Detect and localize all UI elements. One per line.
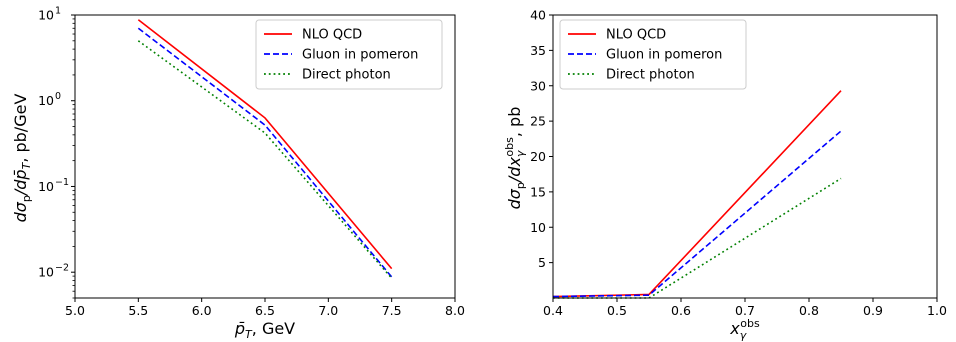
right-y-tick-label: 35 xyxy=(530,43,546,58)
right-y-tick-label: 20 xyxy=(530,149,546,164)
right-x-tick-label: 0.8 xyxy=(799,303,819,318)
right-series-gluon-in-pomeron xyxy=(552,130,842,298)
right-series-nlo-qcd xyxy=(552,90,842,298)
left-x-tick-label: 7.0 xyxy=(318,303,338,318)
left-y-tick-label-exponent: 0 xyxy=(55,91,61,102)
right-x-tick-label: 0.5 xyxy=(607,303,627,318)
left-legend-label-nlo-qcd: NLO QCD xyxy=(302,28,362,43)
right-y-axis-label: dσp/dxγobs, pb xyxy=(503,107,527,210)
right-legend: NLO QCD Gluon in pomeron Direct photon xyxy=(559,19,747,90)
left-legend-label-gluon-in-pomeron: Gluon in pomeron xyxy=(302,48,418,63)
left-series-gluon-in-pomeron xyxy=(137,27,393,278)
right-y-tick-label: 30 xyxy=(530,78,546,93)
right-x-tick-label: 0.4 xyxy=(543,303,563,318)
right-y-tick-label: 5 xyxy=(538,255,546,270)
right-series-direct-photon xyxy=(553,177,842,299)
left-y-tick-label: 10 xyxy=(38,265,54,280)
left-y-tick-label-exponent: −1 xyxy=(55,177,69,188)
left-y-axis-label: dσp/dp̄T, pb/GeV xyxy=(11,94,33,223)
right-chart: 0.4 0.5 0.6 0.7 0.8 0.9 1.0 5 10 15 20 25 30 35 40 xγ… xyxy=(503,8,947,342)
right-x-tick-label: 0.7 xyxy=(735,303,755,318)
left-series-nlo-qcd xyxy=(137,19,393,270)
left-legend-box xyxy=(255,19,443,90)
left-y-tick-label: 10 xyxy=(38,93,54,108)
left-x-tick-label: 8.0 xyxy=(445,303,465,318)
right-y-tick-label: 40 xyxy=(530,8,546,23)
left-y-tick-label: 10 xyxy=(38,8,54,23)
right-y-tick-label: 25 xyxy=(530,114,546,129)
left-legend: NLO QCD Gluon in pomeron Direct photon xyxy=(255,19,443,90)
right-legend-label-nlo-qcd: NLO QCD xyxy=(606,28,666,43)
left-x-axis-label: p̄T, GeV xyxy=(234,319,295,341)
right-legend-box xyxy=(559,19,747,90)
left-x-tick-label: 6.5 xyxy=(255,303,275,318)
left-x-tick-label: 7.5 xyxy=(382,303,402,318)
right-x-axis-label: xγobs xyxy=(729,317,760,342)
left-legend-label-direct-photon: Direct photon xyxy=(302,68,391,83)
right-x-tick-label: 0.9 xyxy=(863,303,883,318)
right-y-tick-label: 15 xyxy=(530,184,546,199)
right-x-tick-label: 1.0 xyxy=(927,303,947,318)
left-x-tick-label: 5.0 xyxy=(65,303,85,318)
left-y-tick-label: 10 xyxy=(38,179,54,194)
left-y-tick-label-exponent: 1 xyxy=(55,6,61,17)
right-x-tick-label: 0.6 xyxy=(671,303,691,318)
right-y-tick-label: 10 xyxy=(530,220,546,235)
left-x-tick-label: 6.0 xyxy=(192,303,212,318)
right-legend-label-gluon-in-pomeron: Gluon in pomeron xyxy=(606,48,722,63)
right-legend-label-direct-photon: Direct photon xyxy=(606,68,695,83)
left-y-tick-label-exponent: −2 xyxy=(55,263,69,274)
left-x-tick-label: 5.5 xyxy=(128,303,148,318)
